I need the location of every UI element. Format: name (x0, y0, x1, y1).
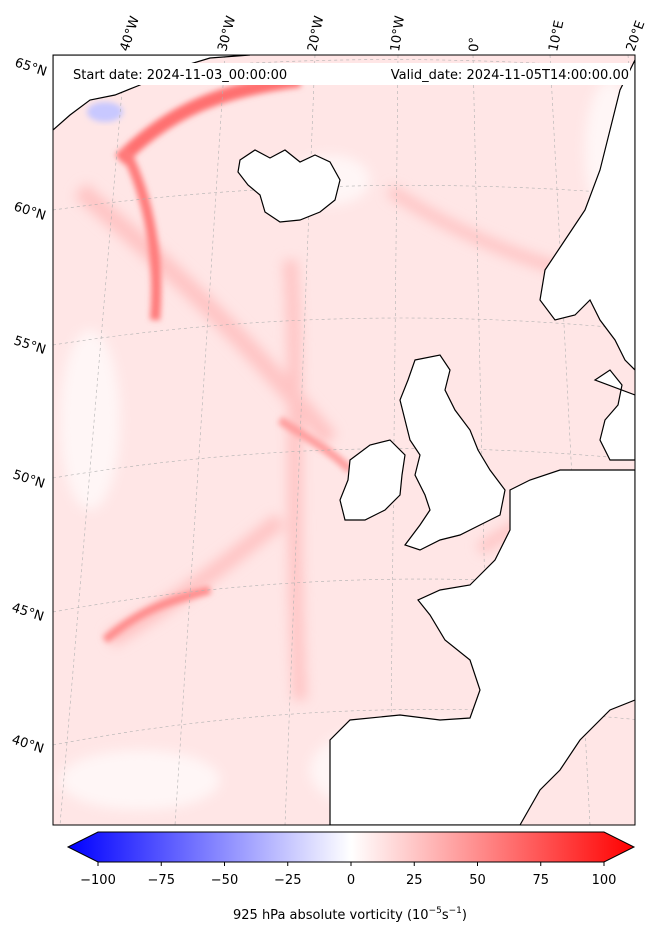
lon-label-40w: 40°W (118, 14, 143, 53)
lon-label-20w: 20°W (305, 14, 327, 52)
colorbar-tick-label: −100 (80, 873, 116, 888)
lat-label-50n: 50°N (11, 468, 47, 492)
lat-label-65n: 65°N (13, 56, 49, 80)
continental-europe-coast (329, 469, 635, 825)
latitude-labels: 65°N 60°N 55°N 50°N 45°N 40°N (10, 56, 49, 757)
colorbar-tick-label: 100 (592, 873, 617, 888)
lat-label-60n: 60°N (12, 200, 48, 224)
colorbar-tick-label: −75 (148, 873, 175, 888)
lat-label-40n: 40°N (10, 733, 46, 757)
iceland-coast (237, 149, 341, 223)
colorbar-tick-label: 50 (469, 873, 486, 888)
lat-label-45n: 45°N (10, 601, 46, 625)
valid-date-label: Valid_date: 2024-11-05T14:00:00.00 (391, 68, 629, 83)
longitude-labels: 40°W 30°W 20°W 10°W 0° 10°E 20°E (118, 14, 649, 53)
lon-label-10e: 10°E (546, 19, 567, 53)
great-britain-coast (399, 354, 506, 551)
colorbar-tick-label: −50 (211, 873, 238, 888)
colorbar-bar (66, 831, 636, 863)
header-background (65, 63, 630, 85)
start-date-label: Start date: 2024-11-03_00:00:00 (73, 68, 287, 83)
colorbar-label: 925 hPa absolute vorticity (10−5s−1) (233, 906, 467, 923)
lon-label-10w: 10°W (388, 15, 408, 53)
denmark-coast (593, 369, 635, 461)
scandinavia-coast (539, 59, 635, 371)
vorticity-field (53, 55, 635, 825)
lon-label-20e: 20°E (624, 19, 649, 54)
colorbar-tick-label: 25 (406, 873, 423, 888)
map-frame (52, 54, 636, 826)
colorbar-tick-label: −25 (274, 873, 301, 888)
lat-label-55n: 55°N (12, 334, 48, 358)
negative-vorticity-patch (87, 102, 123, 122)
colorbar-tick-label: 75 (532, 873, 549, 888)
lon-label-30w: 30°W (215, 14, 239, 53)
colorbar: −100 −75 −50 −25 0 25 50 75 100 925 hPa absolute… (66, 831, 636, 923)
colorbar-ticks: −100 −75 −50 −25 0 25 50 75 100 (80, 862, 616, 888)
colorbar-tick-label: 0 (347, 873, 355, 888)
ireland-coast (339, 439, 406, 521)
lon-label-0: 0° (467, 37, 483, 52)
